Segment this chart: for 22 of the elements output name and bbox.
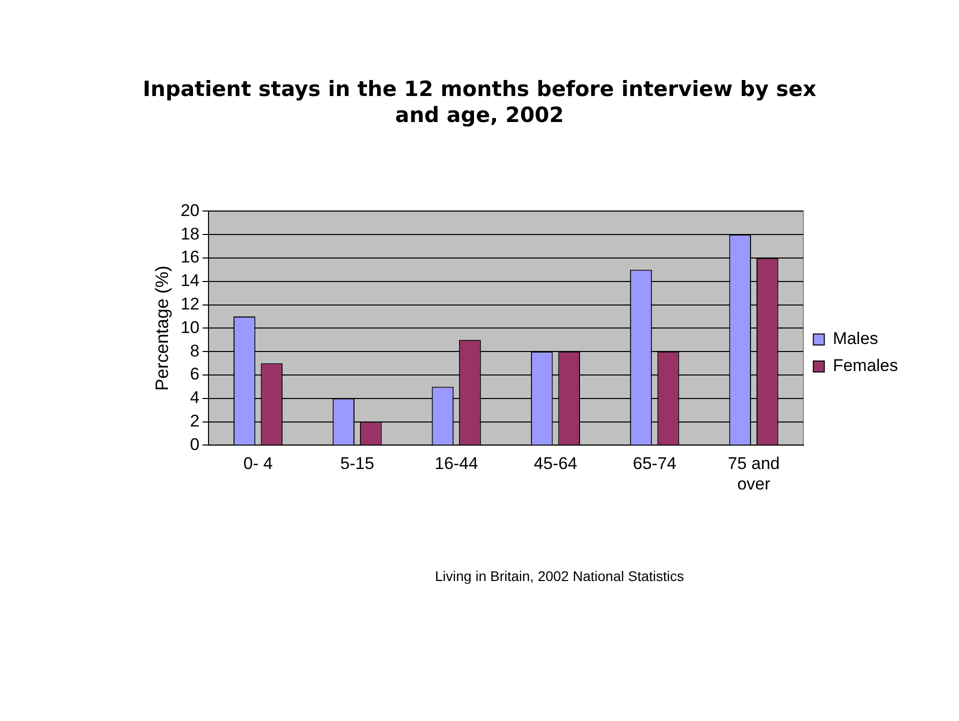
y-tick-label: 18 <box>180 224 200 244</box>
y-tick-label: 20 <box>180 200 200 220</box>
y-tick-label: 4 <box>190 388 200 408</box>
y-tick-label: 16 <box>180 248 200 267</box>
y-tick-label: 10 <box>180 318 200 337</box>
x-tick-label: 75 and over <box>728 454 780 494</box>
legend-label: Females <box>832 356 898 376</box>
x-tick-label: 5-15 <box>340 454 374 474</box>
x-tick-label: 45-64 <box>534 454 578 474</box>
y-tick-label: 2 <box>190 411 200 430</box>
y-tick-label: 12 <box>180 294 200 314</box>
y-tick-label: 0 <box>190 434 200 454</box>
y-tick-label: 8 <box>190 341 200 360</box>
text: Living in Britain, 2002 National Statistics <box>434 568 686 584</box>
x-tick-label: 0- 4 <box>243 454 273 474</box>
y-tick-label: 6 <box>190 364 200 384</box>
x-tick-label: 65-74 <box>632 454 676 474</box>
y-tick-label: 14 <box>180 271 200 290</box>
legend-label: Males <box>832 329 878 348</box>
x-tick-label: 16-44 <box>434 454 478 474</box>
chart-title: Inpatient stays in the 12 months before interview by sex and age, 2002 <box>142 76 818 128</box>
y-axis-title: Percentage (%) <box>152 266 172 391</box>
